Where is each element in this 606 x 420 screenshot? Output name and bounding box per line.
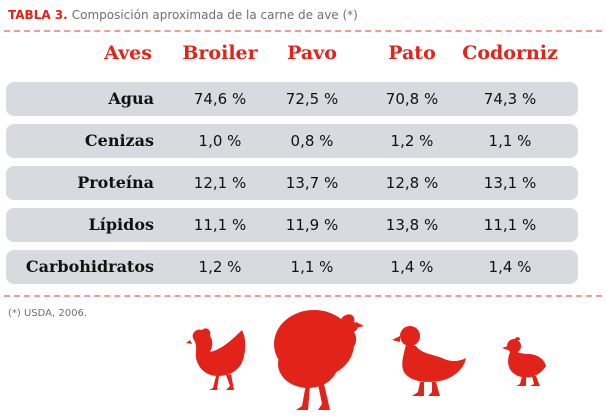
row-label-carbohidratos: Carbohidratos [25, 257, 154, 276]
animal-illustrations [0, 300, 606, 420]
cell: 1,1 % [290, 258, 334, 276]
cell: 13,8 % [385, 216, 439, 234]
table-row: Proteína 12,1 % 13,7 % 12,8 % 13,1 % [6, 166, 578, 200]
table-number: TABLA 3. [8, 8, 68, 22]
cell: 1,4 % [488, 258, 532, 276]
cell: 72,5 % [285, 90, 339, 108]
header-codorniz: Codorniz [462, 42, 558, 64]
header-pato: Pato [388, 42, 436, 64]
row-label-agua: Agua [108, 89, 154, 108]
cell: 74,3 % [483, 90, 537, 108]
cell: 70,8 % [385, 90, 439, 108]
cell: 1,2 % [198, 258, 242, 276]
source-footnote: (*) USDA, 2006. [8, 308, 87, 319]
chicken-icon [186, 328, 246, 390]
cell: 13,7 % [285, 174, 339, 192]
table-row: Cenizas 1,0 % 0,8 % 1,2 % 1,1 % [6, 124, 578, 158]
turkey-icon [274, 310, 364, 410]
header-aves: Aves [104, 42, 152, 64]
cell: 11,1 % [193, 216, 247, 234]
cell: 1,0 % [198, 132, 242, 150]
top-divider [4, 30, 602, 32]
cell: 74,6 % [193, 90, 247, 108]
table-row: Agua 74,6 % 72,5 % 70,8 % 74,3 % [6, 82, 578, 116]
row-label-lipidos: Lípidos [88, 215, 154, 234]
cell: 13,1 % [483, 174, 537, 192]
cell: 1,4 % [390, 258, 434, 276]
cell: 12,8 % [385, 174, 439, 192]
row-label-cenizas: Cenizas [84, 131, 154, 150]
cell: 1,2 % [390, 132, 434, 150]
table-row: Carbohidratos 1,2 % 1,1 % 1,4 % 1,4 % [6, 250, 578, 284]
table-row: Lípidos 11,1 % 11,9 % 13,8 % 11,1 % [6, 208, 578, 242]
cell: 12,1 % [193, 174, 247, 192]
table-header: Aves Broiler Pavo Pato Codorniz [0, 42, 606, 72]
row-label-proteina: Proteína [77, 173, 154, 192]
table-title: TABLA 3. Composición aproximada de la car… [8, 8, 358, 22]
cell: 11,9 % [285, 216, 339, 234]
cell: 1,1 % [488, 132, 532, 150]
header-pavo: Pavo [287, 42, 337, 64]
cell: 11,1 % [483, 216, 537, 234]
bottom-divider [4, 295, 602, 297]
header-broiler: Broiler [182, 42, 258, 64]
duck-icon [392, 326, 466, 396]
cell: 0,8 % [290, 132, 334, 150]
table-caption: Composición aproximada de la carne de av… [71, 8, 358, 22]
quail-icon [502, 337, 546, 386]
